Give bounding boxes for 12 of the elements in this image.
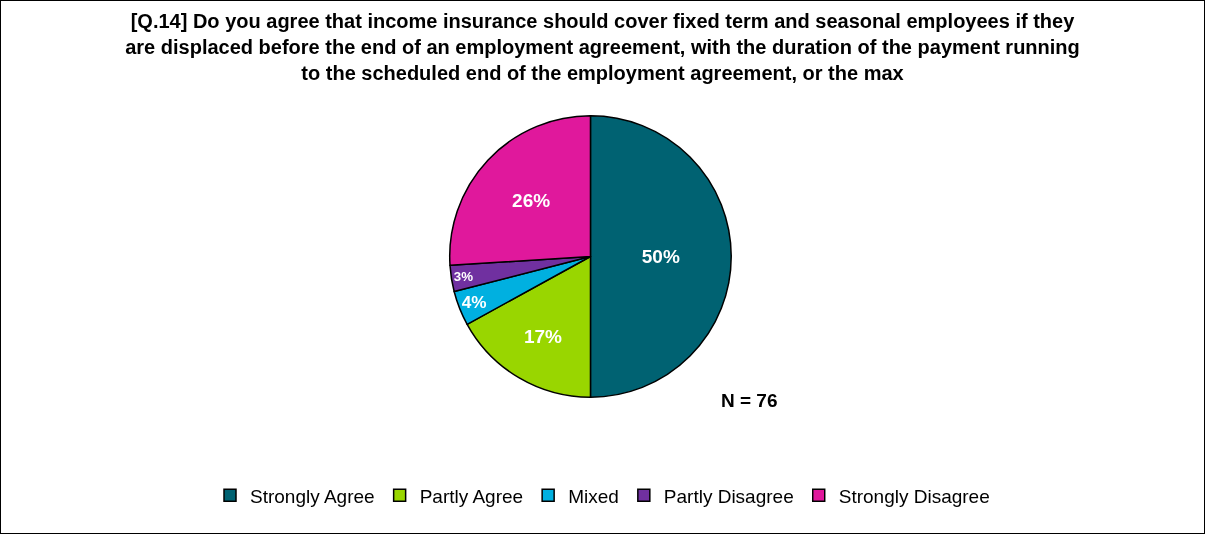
data-label: 4% (461, 292, 487, 313)
legend-label: Mixed (568, 485, 619, 507)
legend-label: Strongly Agree (250, 485, 375, 507)
data-label: 3% (453, 269, 474, 285)
data-label: 50% (641, 246, 680, 268)
data-label: 26% (512, 190, 551, 212)
legend-label: Partly Agree (419, 485, 524, 507)
text: N = 76 (721, 390, 778, 411)
legend-label: Strongly Disagree (838, 485, 990, 507)
legend-label: Partly Disagree (663, 485, 794, 507)
data-label: 17% (523, 326, 563, 348)
chart-title: [Q.14] Do you agree that income insurance should cover fixed term and seasonal employees if they are displaced before the end of an employment agreement, with the duration of the payment running to the scheduled end of the employment agreement, or the max (125, 9, 1080, 84)
